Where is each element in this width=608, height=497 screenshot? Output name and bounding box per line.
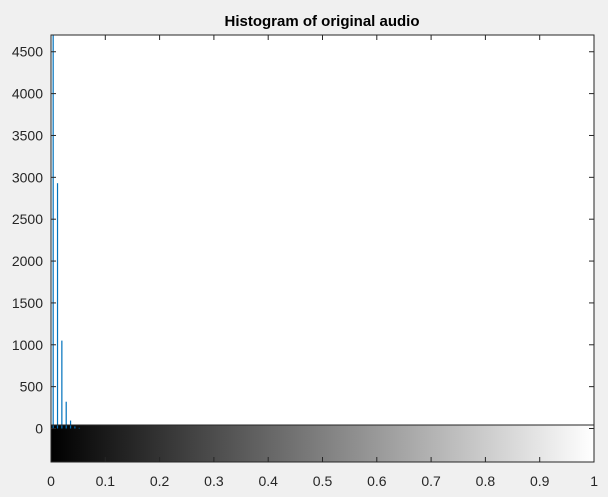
- x-tick-label: 0.9: [530, 473, 550, 489]
- x-tick-label: 0.1: [96, 473, 116, 489]
- y-tick-label: 1000: [12, 337, 43, 353]
- y-tick-label: 3500: [12, 127, 43, 143]
- chart-title: Histogram of original audio: [224, 13, 419, 30]
- y-tick-label: 3000: [12, 169, 43, 185]
- x-tick-label: 0.5: [313, 473, 333, 489]
- histogram-bar: [56, 183, 59, 429]
- histogram-bar: [61, 340, 63, 429]
- histogram-bar: [78, 427, 80, 429]
- plot-area: [51, 35, 594, 425]
- x-tick-label: 0.4: [258, 473, 278, 489]
- x-tick-label: 0.7: [421, 473, 441, 489]
- y-tick-label: 2500: [12, 211, 43, 227]
- x-tick-label: 0.3: [204, 473, 224, 489]
- y-tick-label: 4000: [12, 86, 43, 102]
- y-tick-label: 500: [20, 379, 44, 395]
- y-tick-label: 0: [35, 421, 43, 437]
- histogram-bar: [52, 35, 54, 429]
- x-tick-label: 0.8: [476, 473, 496, 489]
- y-axis-ticks: 0 500 1000 1500 2000 2500 3000 3500 4000 4500: [12, 44, 594, 437]
- y-tick-label: 2000: [12, 253, 43, 269]
- axes-box: [50, 34, 595, 463]
- x-tick-label: 0: [47, 473, 55, 489]
- histogram-bar: [65, 401, 67, 429]
- x-tick-label: 0.2: [150, 473, 170, 489]
- y-tick-label: 4500: [12, 44, 43, 60]
- y-tick-label: 1500: [12, 295, 43, 311]
- x-axis-ticks: 0 0.1 0.2 0.3 0.4 0.5 0.6 0.7 0.8 0.9 1: [47, 35, 598, 489]
- histogram-bar: [74, 426, 76, 429]
- x-tick-label: 1: [590, 473, 598, 489]
- colorbar: [51, 425, 594, 462]
- x-tick-label: 0.6: [367, 473, 387, 489]
